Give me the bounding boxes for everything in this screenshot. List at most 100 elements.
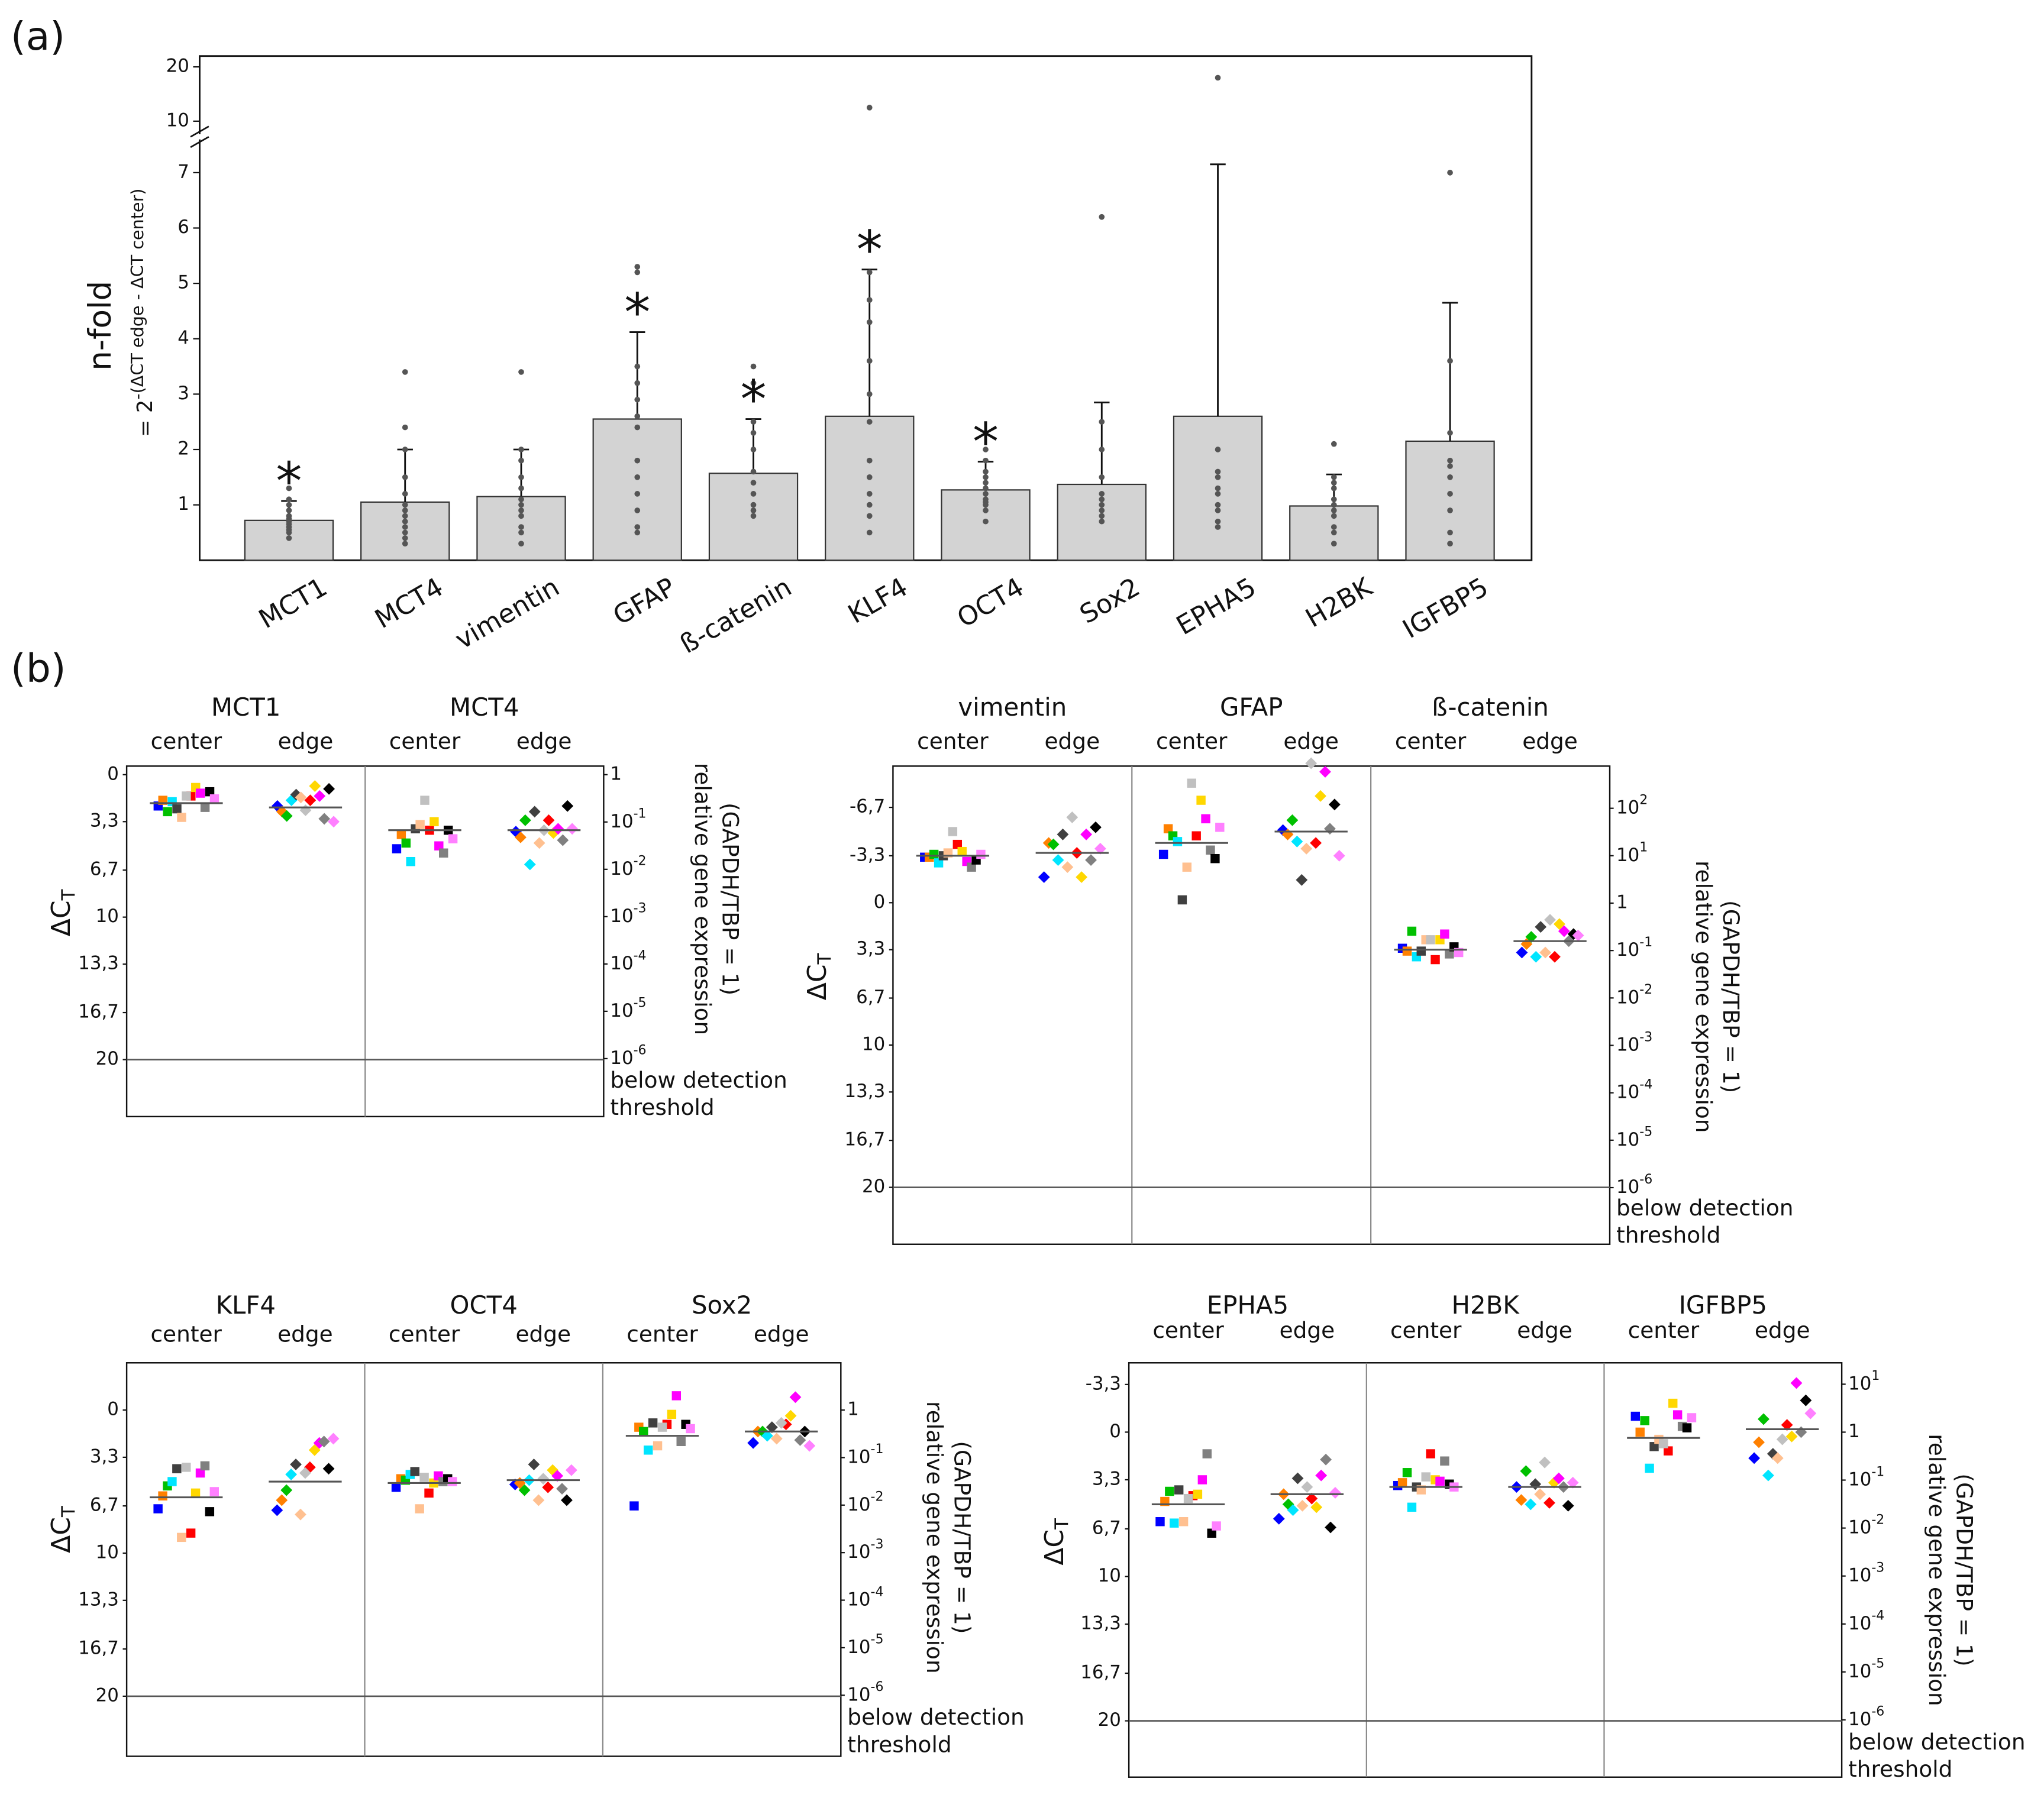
data-point: [1182, 862, 1192, 872]
data-point: [518, 474, 524, 480]
data-point: [983, 485, 989, 491]
y-tick-label: 3,3: [856, 938, 885, 959]
data-point: [1099, 447, 1105, 452]
data-point: [524, 858, 536, 871]
data-point: [1296, 874, 1308, 886]
subgroup-label: edge: [1283, 728, 1339, 754]
data-point: [1174, 1485, 1184, 1495]
data-point: [1426, 935, 1435, 945]
data-point: [1212, 1521, 1221, 1531]
data-point: [1090, 821, 1102, 833]
data-point: [866, 105, 873, 111]
group-label: MCT4: [450, 693, 519, 722]
data-point: [177, 813, 186, 822]
data-point: [280, 1484, 293, 1496]
data-point: [934, 858, 944, 868]
threshold-label: below detection: [610, 1067, 787, 1093]
y2-tick-label: 10-3: [610, 901, 646, 927]
group-label: ß-catenin: [1432, 693, 1549, 722]
y2-tick-exp: -1: [1871, 1464, 1884, 1479]
data-point: [543, 814, 555, 826]
y-tick-label: 16,7: [78, 1001, 119, 1023]
data-point: [1534, 1488, 1546, 1501]
significance-marker: *: [973, 412, 999, 473]
data-point: [448, 834, 458, 843]
data-point: [1306, 1492, 1318, 1505]
y2-tick-exp: -6: [1639, 1172, 1652, 1187]
y-tick-label: 10: [166, 109, 189, 131]
group-label: IGFBP5: [1679, 1291, 1767, 1320]
y2-tick-label: 10-3: [1848, 1560, 1884, 1586]
data-point: [1310, 1501, 1323, 1514]
data-point: [163, 807, 172, 817]
data-point: [761, 1430, 773, 1442]
data-point: [557, 834, 569, 846]
y2-tick-base: 10: [847, 1684, 870, 1705]
y-tick-label: 20: [96, 1684, 119, 1706]
data-point: [1530, 950, 1542, 963]
y2-axis-label: (GAPDH/TBP = 1): [1718, 900, 1744, 1093]
data-point: [1447, 430, 1453, 436]
data-point: [209, 794, 219, 804]
data-point: [983, 468, 989, 475]
data-point: [182, 791, 191, 801]
data-point: [1333, 849, 1345, 862]
y-axis-label-base: = 2: [133, 400, 157, 437]
data-point: [1331, 513, 1337, 519]
y2-axis-label: relative gene expression: [690, 763, 716, 1036]
y2-tick-base: 10: [1616, 1081, 1639, 1102]
data-point: [1520, 1465, 1532, 1477]
data-point: [286, 485, 292, 491]
subgroup-label: center: [627, 1321, 698, 1347]
y2-tick-label: 10-4: [847, 1584, 883, 1610]
data-point: [402, 524, 408, 530]
data-point: [784, 1409, 797, 1422]
data-point: [1099, 214, 1105, 220]
data-point: [866, 529, 873, 536]
y2-tick-exp: -2: [1871, 1512, 1884, 1527]
y-tick-label: 16,7: [78, 1638, 119, 1659]
data-point: [1319, 766, 1331, 778]
y-tick-label: -3,3: [850, 844, 885, 865]
data-point: [1291, 1472, 1304, 1485]
y2-tick-label: 10-3: [1616, 1030, 1652, 1055]
group-label: GFAP: [1220, 693, 1283, 722]
data-point: [634, 413, 641, 419]
data-point: [634, 529, 641, 536]
data-point: [1165, 1486, 1174, 1496]
data-point: [750, 480, 757, 486]
data-point: [447, 1477, 457, 1486]
y-axis-label-sub: T: [58, 889, 79, 901]
data-point: [1515, 1494, 1528, 1506]
y-tick-label: 6: [177, 216, 189, 238]
data-point: [866, 319, 873, 325]
subgroup-label: center: [1628, 1317, 1700, 1343]
y-tick-label: -6,7: [850, 796, 885, 817]
significance-marker: *: [624, 282, 650, 343]
data-point: [1057, 828, 1069, 840]
y-tick-label: 3,3: [90, 810, 119, 832]
data-point: [561, 1494, 573, 1506]
y-tick-label: 10: [862, 1033, 885, 1055]
data-point: [1331, 480, 1337, 486]
y-tick-label: 13,3: [78, 1589, 119, 1610]
y-axis-label-sub: T: [58, 1506, 79, 1518]
y2-tick-exp: -2: [1639, 982, 1652, 997]
y2-tick-exp: 1: [1871, 1369, 1880, 1383]
data-point: [1215, 75, 1221, 81]
data-point: [518, 485, 524, 491]
data-point: [866, 502, 873, 508]
data-point: [866, 358, 873, 364]
data-point: [518, 369, 524, 375]
data-point: [967, 862, 976, 872]
data-point: [1331, 441, 1337, 447]
data-point: [1447, 170, 1453, 176]
data-point: [1630, 1411, 1641, 1421]
data-point: [1664, 1446, 1673, 1456]
data-point: [1215, 524, 1221, 530]
y-tick-label: 3,3: [90, 1445, 119, 1467]
y-tick-label: 13,3: [845, 1081, 886, 1102]
y2-tick-base: 10: [1616, 939, 1639, 961]
data-point: [750, 507, 757, 513]
y2-tick-exp: -3: [871, 1537, 884, 1552]
